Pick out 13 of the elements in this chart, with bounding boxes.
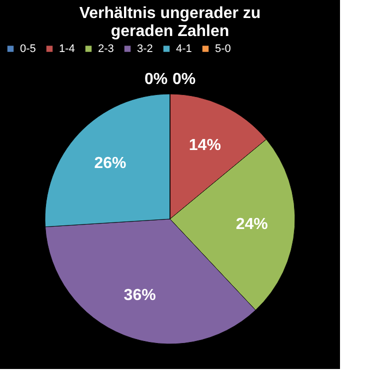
legend-label: 5-0 [215, 42, 231, 55]
text: 0% [144, 71, 168, 88]
data-label: 24% [236, 216, 268, 234]
data-label: 14% [188, 136, 221, 154]
data-label: 36% [124, 287, 156, 304]
text: 0% [172, 71, 196, 88]
data-label: 26% [94, 154, 126, 172]
chart-title: Verhältnis ungerader zu geraden Zahlen [79, 5, 261, 40]
legend-label: 3-2 [137, 42, 153, 55]
legend-label: 2-3 [98, 42, 114, 55]
legend-label: 4-1 [176, 42, 192, 55]
legend-label: 0-5 [20, 42, 36, 55]
legend-label: 1-4 [59, 42, 75, 55]
